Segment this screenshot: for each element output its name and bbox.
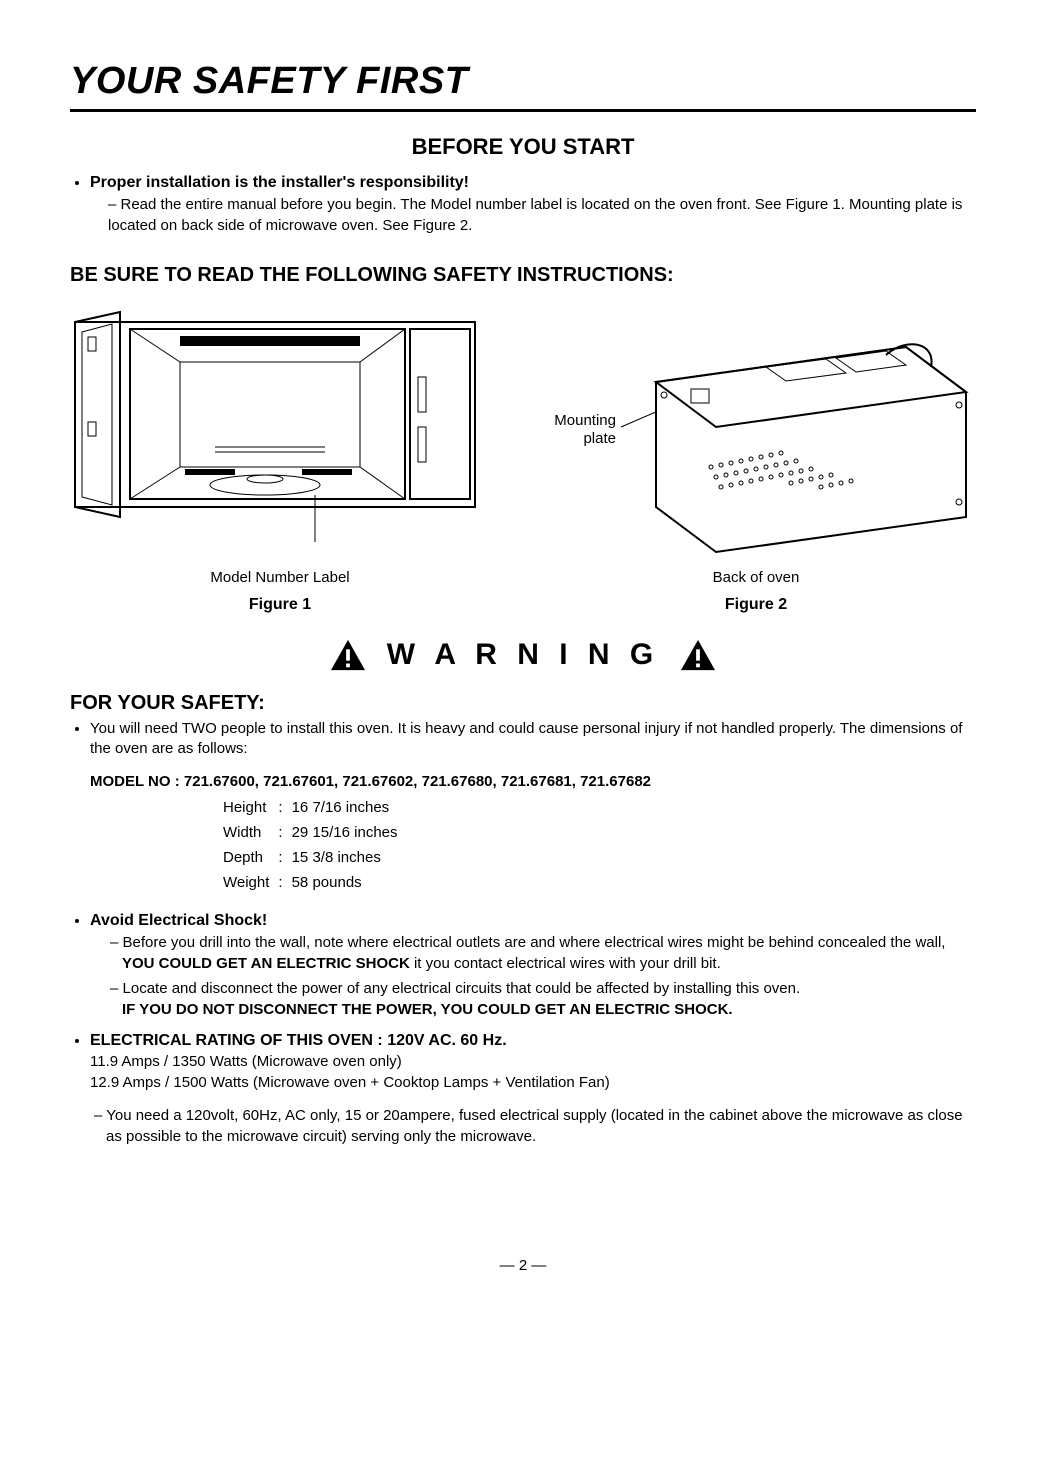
dim-value: 16 7/16 inches xyxy=(291,796,399,819)
proper-install-sub: – Read the entire manual before you begi… xyxy=(108,194,976,236)
before-start-list: Proper installation is the installer's r… xyxy=(90,172,976,236)
figure2-caption: Figure 2 xyxy=(536,596,976,614)
dim-value: 58 pounds xyxy=(291,871,399,894)
text-pre: – Before you drill into the wall, note w… xyxy=(110,934,945,951)
avoid-shock-dash1: – Before you drill into the wall, note w… xyxy=(110,932,976,974)
dim-value: 29 15/16 inches xyxy=(291,821,399,844)
figure2-back-label: Back of oven xyxy=(536,569,976,586)
text-bold: IF YOU DO NOT DISCONNECT THE POWER, YOU … xyxy=(122,1001,733,1018)
two-people-text: You will need TWO people to install this… xyxy=(90,720,962,757)
figure-1: Model Number Label Figure 1 xyxy=(70,307,490,614)
list-item: ELECTRICAL RATING OF THIS OVEN : 120V AC… xyxy=(90,1030,976,1148)
list-item: You will need TWO people to install this… xyxy=(90,719,976,760)
dim-label: Depth xyxy=(222,846,275,869)
text-bold: YOU COULD GET AN ELECTRIC SHOCK xyxy=(122,955,410,972)
warning-icon xyxy=(679,638,717,672)
read-safety-heading: BE SURE TO READ THE FOLLOWING SAFETY INS… xyxy=(70,264,976,287)
dim-value: 15 3/8 inches xyxy=(291,846,399,869)
before-start-heading: BEFORE YOU START xyxy=(70,134,976,160)
for-your-safety-heading: FOR YOUR SAFETY: xyxy=(70,692,976,715)
safety-list-2: Avoid Electrical Shock! – Before you dri… xyxy=(90,910,976,1147)
text-pre: – Locate and disconnect the power of any… xyxy=(110,980,800,997)
table-row: Height: 16 7/16 inches xyxy=(222,796,399,819)
list-item: Avoid Electrical Shock! – Before you dri… xyxy=(90,910,976,1020)
table-row: Width: 29 15/16 inches xyxy=(222,821,399,844)
list-item: Proper installation is the installer's r… xyxy=(90,172,976,236)
safety-list: You will need TWO people to install this… xyxy=(90,719,976,760)
microwave-front-illustration xyxy=(70,307,490,557)
title-rule xyxy=(70,109,976,112)
rating-line-2: 12.9 Amps / 1500 Watts (Microwave oven +… xyxy=(90,1072,976,1093)
figure1-sublabel: Model Number Label xyxy=(70,569,490,586)
avoid-shock-dash2: – Locate and disconnect the power of any… xyxy=(110,978,976,1020)
rating-line-1: 11.9 Amps / 1350 Watts (Microwave oven o… xyxy=(90,1051,976,1072)
model-no-line: MODEL NO : 721.67600, 721.67601, 721.676… xyxy=(90,773,976,790)
warning-icon xyxy=(329,638,367,672)
figures-row: Model Number Label Figure 1 Mounting pla… xyxy=(70,307,976,614)
table-row: Weight: 58 pounds xyxy=(222,871,399,894)
page-number: — 2 — xyxy=(70,1257,976,1274)
avoid-shock-heading: Avoid Electrical Shock! xyxy=(90,912,267,929)
text-post: it you contact electrical wires with you… xyxy=(410,955,721,972)
rating-dash: – You need a 120volt, 60Hz, AC only, 15 … xyxy=(94,1105,976,1147)
dim-label: Weight xyxy=(222,871,275,894)
dim-label: Width xyxy=(222,821,275,844)
dimensions-table: Height: 16 7/16 inches Width: 29 15/16 i… xyxy=(220,794,401,896)
proper-install-lead: Proper installation is the installer's r… xyxy=(90,174,469,191)
mounting-plate-label: Mounting plate xyxy=(526,412,616,448)
electrical-rating-heading: ELECTRICAL RATING OF THIS OVEN : 120V AC… xyxy=(90,1032,507,1049)
warning-text: W A R N I N G xyxy=(387,638,659,672)
warning-row: W A R N I N G xyxy=(70,638,976,672)
document-page: YOUR SAFETY FIRST BEFORE YOU START Prope… xyxy=(0,0,1046,1314)
table-row: Depth: 15 3/8 inches xyxy=(222,846,399,869)
figure1-caption: Figure 1 xyxy=(70,596,490,614)
page-title: YOUR SAFETY FIRST xyxy=(70,60,976,103)
dim-label: Height xyxy=(222,796,275,819)
figure-2: Mounting plate xyxy=(536,327,976,614)
